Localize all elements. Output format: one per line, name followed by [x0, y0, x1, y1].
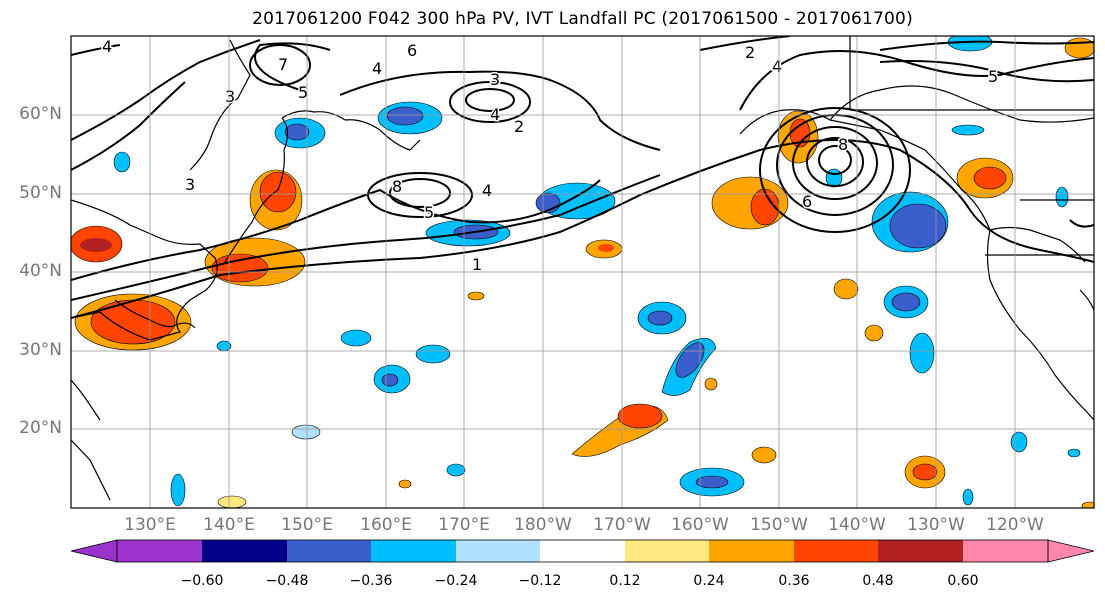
colorbar-segment — [117, 540, 202, 562]
colorbar-segment — [625, 540, 709, 562]
lon-label: 150°W — [750, 515, 808, 535]
contour-label: 4 — [772, 57, 782, 76]
lon-label: 160°W — [671, 515, 729, 535]
colorbar-tick-label: 0.24 — [693, 573, 725, 589]
contour-label: 2 — [745, 43, 755, 62]
colorbar-segment — [878, 540, 963, 562]
contour-label: 2 — [514, 117, 524, 136]
contour-label: 6 — [407, 41, 417, 60]
contour-label: 4 — [102, 37, 112, 56]
positive-anomalies — [71, 37, 1094, 508]
lon-label: 170°W — [593, 515, 651, 535]
lon-label: 140°W — [828, 515, 886, 535]
colorbar-segment — [456, 540, 540, 562]
contour-label: 3 — [490, 70, 500, 89]
colorbar-tick-label: 0.60 — [947, 573, 979, 589]
contour-label: 1 — [472, 255, 482, 274]
contour-label: 8 — [392, 177, 402, 196]
colorbar-tick-label: −0.12 — [518, 573, 562, 589]
colorbar-tick-label: 0.48 — [862, 573, 894, 589]
lat-label: 20°N — [19, 418, 62, 438]
colorbar-tick-label: −0.60 — [180, 573, 224, 589]
contour-label: 5 — [298, 83, 308, 102]
colorbar-segment — [287, 540, 371, 562]
colorbar — [70, 539, 1095, 563]
lon-label: 150°E — [281, 515, 333, 535]
contour-label: 6 — [802, 192, 812, 211]
colorbar-tick-label: −0.24 — [434, 573, 478, 589]
colorbar-segment — [794, 540, 878, 562]
lat-label: 40°N — [19, 261, 62, 281]
contour-label-group: 1 2 2 3 3 3 4 4 4 4 4 5 5 5 6 6 7 8 8 — [101, 36, 1000, 276]
contour-label: 5 — [424, 203, 434, 222]
colorbar-segment — [963, 540, 1048, 562]
lat-label: 30°N — [19, 340, 62, 360]
colorbar-max-extension — [1047, 539, 1095, 563]
lon-label: 160°E — [360, 515, 412, 535]
lon-label: 130°W — [907, 515, 965, 535]
colorbar-tick-label: −0.36 — [349, 573, 393, 589]
negative-anomalies — [113, 36, 1081, 507]
colorbar-tick-label: 0.12 — [609, 573, 641, 589]
lon-label: 130°E — [124, 515, 176, 535]
contour-label: 7 — [278, 55, 288, 74]
colorbar-segment — [202, 540, 287, 562]
contour-label: 8 — [838, 135, 848, 154]
contour-label: 4 — [482, 181, 492, 200]
lat-label: 60°N — [19, 104, 62, 124]
gridlines — [71, 36, 1094, 508]
colorbar-tick-label: 0.36 — [778, 573, 810, 589]
lon-label: 180°W — [514, 515, 572, 535]
coastlines — [71, 36, 1094, 501]
contour-label: 5 — [988, 67, 998, 86]
lon-label: 140°E — [203, 515, 255, 535]
map-frame — [70, 35, 1095, 509]
lat-label: 50°N — [19, 183, 62, 203]
lon-label: 120°W — [986, 515, 1044, 535]
colorbar-min-extension — [70, 539, 118, 563]
contour-label: 3 — [185, 175, 195, 194]
shaded-pc-field — [71, 36, 1094, 508]
map-title: 2017061200 F042 300 hPa PV, IVT Landfall… — [252, 9, 913, 29]
colorbar-segment — [709, 540, 794, 562]
lon-label: 170°E — [438, 515, 490, 535]
colorbar-tick-label: −0.48 — [265, 573, 309, 589]
contour-label: 4 — [372, 59, 382, 78]
colorbar-segment — [540, 540, 625, 562]
colorbar-segment — [371, 540, 456, 562]
contour-label: 3 — [225, 87, 235, 106]
